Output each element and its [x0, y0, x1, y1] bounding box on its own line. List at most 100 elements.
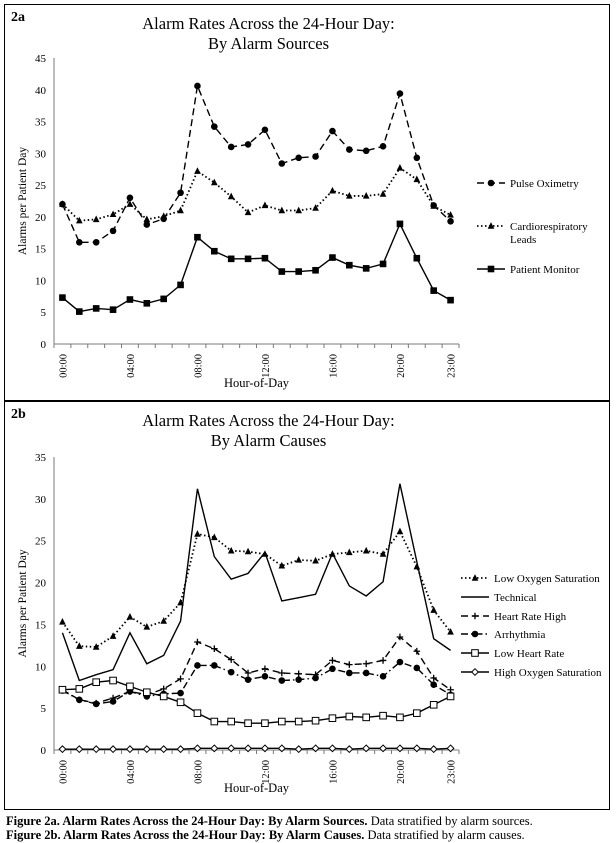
data-point	[194, 233, 201, 241]
data-point	[277, 744, 286, 753]
data-point	[345, 712, 354, 721]
data-point	[244, 669, 252, 677]
data-point	[194, 662, 201, 669]
legend-label: Arrhythmia	[494, 629, 545, 641]
data-point	[396, 658, 404, 666]
data-point	[362, 669, 370, 677]
data-point	[362, 713, 370, 722]
data-point	[76, 216, 83, 224]
x-tick-label: 16:00	[328, 354, 339, 378]
y-tick-label: 20	[35, 578, 47, 590]
data-point	[244, 208, 252, 216]
data-point	[227, 192, 235, 200]
data-point	[430, 681, 437, 689]
data-point	[447, 211, 454, 218]
series-line	[61, 222, 451, 313]
data-point	[295, 556, 302, 563]
data-point	[362, 660, 370, 668]
series-line	[61, 529, 452, 648]
chart-title: Alarm Rates Across the 24-Hour Day:	[142, 14, 395, 33]
series-line	[61, 83, 452, 244]
data-point	[244, 744, 253, 753]
data-point	[346, 548, 353, 556]
data-point	[193, 744, 202, 753]
data-point	[109, 306, 117, 313]
y-tick-label: 45	[35, 53, 47, 65]
legend-marker	[471, 574, 479, 581]
data-point	[430, 287, 437, 294]
data-point	[59, 200, 66, 207]
data-point	[413, 254, 421, 262]
data-point	[75, 745, 84, 754]
data-point	[396, 164, 404, 171]
caption-text: Data stratified by alarm causes.	[364, 828, 525, 842]
legend-label: Low Heart Rate	[494, 648, 564, 660]
legend-marker	[487, 222, 495, 229]
data-point	[396, 633, 404, 641]
data-point	[446, 692, 455, 701]
data-point	[278, 206, 286, 214]
data-point	[194, 82, 201, 90]
data-point	[227, 255, 235, 263]
data-point	[379, 657, 387, 664]
series-line	[62, 679, 451, 724]
legend-label: Low Oxygen Saturation	[494, 573, 600, 585]
data-point	[211, 645, 218, 653]
legend-marker	[487, 265, 495, 273]
data-point	[126, 194, 134, 202]
y-tick-label: 15	[35, 619, 47, 631]
data-point	[396, 713, 404, 722]
data-point	[261, 254, 269, 262]
data-point	[278, 717, 286, 726]
data-point	[211, 247, 218, 255]
data-point	[278, 160, 286, 167]
y-axis-label: Alarms per Patient Day	[17, 549, 29, 658]
data-point	[278, 669, 286, 677]
x-tick-label: 12:00	[261, 760, 272, 784]
data-point	[430, 202, 437, 209]
data-point	[294, 717, 303, 726]
data-point	[109, 210, 117, 218]
data-point	[362, 265, 370, 272]
data-point	[160, 617, 167, 624]
legend-label: Technical	[494, 592, 537, 604]
data-point	[160, 212, 167, 219]
x-tick-label: 20:00	[396, 760, 407, 784]
data-point	[312, 153, 319, 160]
y-tick-label: 30	[35, 148, 47, 160]
data-point	[59, 618, 66, 625]
data-point	[227, 656, 235, 663]
data-point	[92, 239, 100, 246]
data-point	[177, 689, 184, 697]
data-point	[379, 673, 387, 680]
data-point	[125, 745, 134, 754]
data-point	[143, 623, 151, 630]
chart-title: By Alarm Sources	[208, 34, 329, 53]
caption-title: Figure 2a. Alarm Rates Across the 24-Hou…	[6, 814, 368, 828]
caption-title: Figure 2b. Alarm Rates Across the 24-Hou…	[6, 828, 365, 842]
data-point	[227, 546, 235, 554]
data-point	[447, 628, 454, 635]
series-line	[62, 747, 451, 750]
data-point	[329, 657, 336, 664]
y-tick-label: 10	[35, 275, 47, 287]
data-point	[379, 143, 387, 150]
data-point	[413, 664, 421, 672]
data-point	[176, 745, 185, 754]
legend-marker	[470, 667, 480, 677]
chart-2b-svg: Alarm Rates Across the 24-Hour Day:By Al…	[17, 411, 602, 795]
legend-label: Leads	[510, 234, 536, 246]
legend-label: Cardiorespiratory	[510, 221, 588, 233]
x-tick-label: 20:00	[396, 354, 407, 378]
data-point	[92, 305, 100, 312]
data-point	[177, 675, 184, 683]
data-point	[177, 189, 184, 197]
data-point	[278, 561, 286, 569]
data-point	[312, 266, 319, 274]
data-point	[329, 665, 336, 673]
data-point	[379, 550, 387, 557]
data-point	[59, 294, 66, 301]
data-point	[295, 206, 302, 214]
data-point	[430, 606, 437, 613]
data-point	[126, 612, 134, 620]
